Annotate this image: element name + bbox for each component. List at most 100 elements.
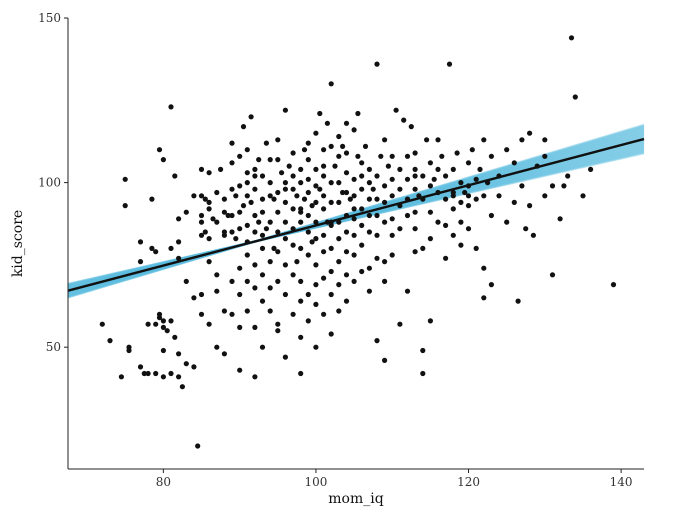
data-point	[202, 229, 208, 235]
data-point	[321, 163, 327, 169]
data-point	[412, 249, 418, 255]
data-point	[229, 186, 235, 192]
data-point	[328, 143, 334, 149]
data-point	[237, 183, 243, 189]
data-point	[191, 364, 197, 370]
data-point	[275, 137, 281, 143]
data-point	[382, 357, 388, 363]
data-point	[252, 166, 258, 172]
data-point	[244, 180, 250, 186]
data-point	[282, 236, 288, 242]
data-point	[191, 295, 197, 301]
data-point	[198, 232, 205, 238]
data-point	[214, 288, 220, 294]
data-point	[259, 209, 266, 215]
data-point	[328, 291, 334, 298]
data-point	[412, 150, 418, 156]
data-point	[435, 166, 441, 172]
band-draw-line	[67, 145, 645, 289]
data-point	[137, 364, 144, 370]
data-point	[366, 288, 372, 294]
data-point	[198, 212, 205, 219]
data-point	[198, 311, 205, 317]
data-point	[168, 370, 174, 377]
data-point	[343, 170, 350, 176]
data-point	[435, 137, 441, 143]
data-point	[137, 259, 144, 265]
data-point	[290, 173, 296, 179]
data-point	[298, 334, 304, 340]
data-point	[542, 137, 548, 143]
data-point	[267, 193, 273, 199]
x-tick-label: 100	[304, 475, 327, 489]
data-point	[328, 199, 334, 205]
x-tick-label: 140	[610, 475, 633, 489]
data-point	[214, 272, 220, 278]
data-point	[610, 282, 617, 288]
data-point	[183, 278, 189, 284]
data-point	[427, 160, 433, 166]
data-point	[332, 163, 338, 169]
data-point	[176, 216, 182, 222]
data-point	[427, 318, 433, 324]
data-point	[160, 318, 166, 324]
data-point	[313, 130, 319, 136]
data-point	[286, 163, 292, 169]
data-point	[321, 193, 327, 199]
data-point	[343, 272, 350, 278]
data-point	[267, 285, 273, 291]
data-point	[313, 219, 319, 225]
data-point	[244, 308, 250, 314]
data-point	[317, 186, 323, 192]
data-point	[454, 150, 460, 156]
data-point	[259, 344, 266, 350]
band-draw-line	[67, 129, 645, 296]
data-point	[378, 153, 384, 159]
data-point	[290, 242, 296, 248]
data-point	[374, 173, 380, 179]
data-point	[462, 189, 468, 196]
data-point	[168, 245, 174, 251]
band-draw-line	[67, 125, 645, 298]
data-point	[374, 196, 380, 202]
data-point	[340, 189, 346, 196]
data-point	[340, 143, 346, 149]
data-point	[431, 176, 437, 182]
data-point	[382, 183, 388, 189]
data-point	[588, 166, 594, 172]
y-tick-label: 100	[38, 176, 61, 190]
data-point	[412, 173, 418, 179]
data-point	[271, 196, 277, 202]
data-point	[237, 367, 243, 373]
data-point	[237, 265, 243, 271]
data-point	[282, 354, 288, 360]
axes	[67, 18, 644, 470]
data-point	[290, 311, 296, 317]
data-point	[237, 226, 243, 232]
data-point	[412, 226, 418, 232]
data-point	[542, 153, 548, 159]
data-point	[259, 272, 266, 278]
data-point	[458, 242, 464, 248]
data-point	[450, 166, 456, 172]
data-point	[240, 203, 247, 209]
data-point	[351, 252, 357, 258]
data-point	[351, 216, 357, 222]
data-point	[313, 301, 319, 307]
data-point	[248, 114, 254, 120]
data-point	[298, 278, 304, 284]
data-point	[515, 298, 521, 304]
data-point	[412, 166, 418, 172]
data-point	[275, 229, 281, 235]
data-point	[156, 147, 163, 153]
data-point	[366, 180, 372, 186]
data-point	[298, 219, 304, 225]
data-point	[359, 242, 365, 248]
data-point	[141, 370, 147, 377]
data-point	[389, 153, 395, 159]
data-point	[504, 147, 510, 153]
data-point	[229, 212, 235, 219]
data-point	[511, 199, 517, 205]
